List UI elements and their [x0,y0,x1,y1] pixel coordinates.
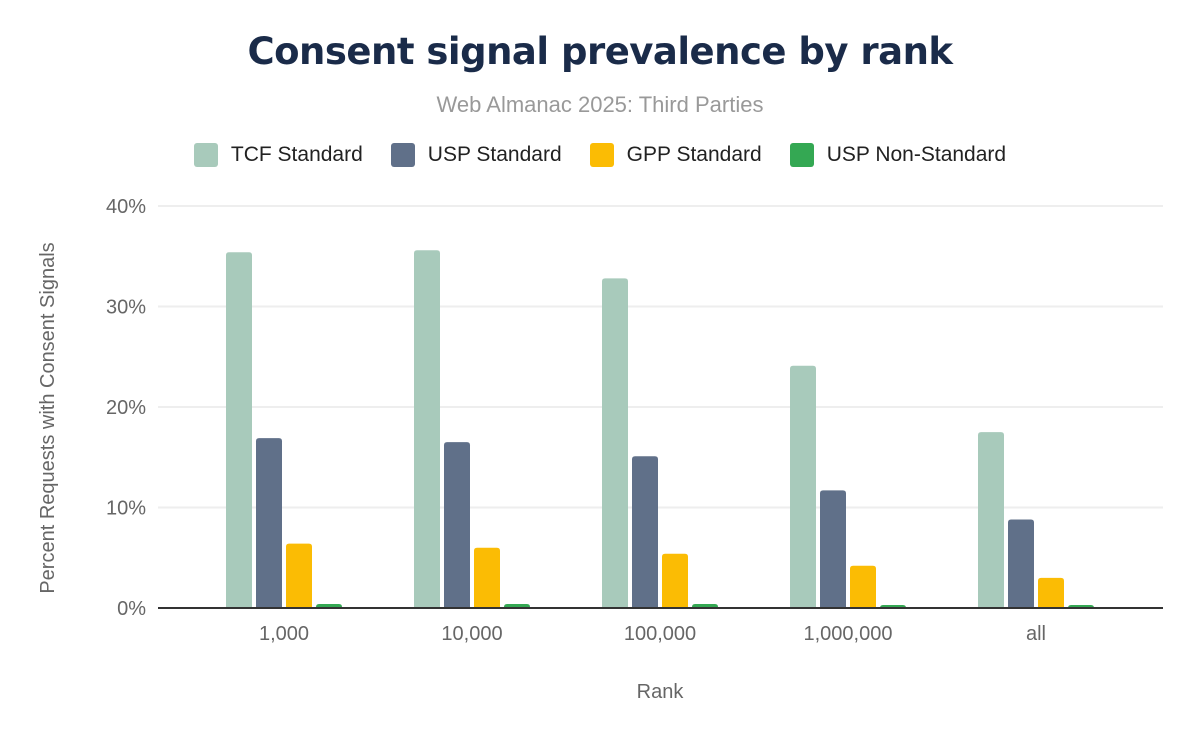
y-tick-label: 20% [106,397,146,419]
y-tick-label: 10% [106,498,146,520]
legend-item[interactable]: GPP Standard [589,143,762,167]
x-tick-label: 1,000,000 [804,623,893,645]
y-axis-label: Percent Requests with Consent Signals [37,242,59,593]
x-tick-label: all [1026,623,1046,645]
bar-gpp-standard-all[interactable] [1038,577,1064,608]
legend-item[interactable]: TCF Standard [193,143,363,167]
legend-item[interactable]: USP Standard [390,143,562,167]
bar-usp-non-standard-1000[interactable] [316,603,342,608]
bar-usp-standard-100000[interactable] [632,456,658,608]
legend-swatch [390,143,415,167]
bar-tcf-standard-100000[interactable] [602,278,628,608]
bar-usp-standard-10000[interactable] [444,442,470,608]
bar-usp-non-standard-10000[interactable] [504,603,530,608]
chart-title: Consent signal prevalence by rank [247,30,953,73]
y-tick-label: 30% [106,297,146,319]
bar-tcf-standard-1000000[interactable] [790,365,816,608]
legend-swatch [589,143,614,167]
x-tick-label: 10,000 [441,623,502,645]
bar-tcf-standard-10000[interactable] [414,250,440,608]
bar-usp-non-standard-100000[interactable] [692,603,718,608]
bar-usp-standard-1000[interactable] [256,438,282,608]
bar-usp-standard-1000000[interactable] [820,490,846,608]
chart-subtitle: Web Almanac 2025: Third Parties [436,92,764,117]
legend: TCF Standard USP Standard GPP Standard USP … [0,143,1200,167]
legend-swatch [789,143,814,167]
bar-usp-standard-all[interactable] [1008,519,1034,608]
legend-label: TCF Standard [230,143,363,166]
x-tick-label: 1,000 [259,623,309,645]
bar-tcf-standard-all[interactable] [978,432,1004,608]
x-tick-label: 100,000 [624,623,696,645]
bar-gpp-standard-100000[interactable] [662,553,688,608]
legend-label: GPP Standard [626,143,762,166]
y-tick-label: 40% [106,196,146,218]
bar-tcf-standard-1000[interactable] [226,252,252,609]
y-tick-label: 0% [117,598,146,620]
legend-label: USP Standard [427,143,562,166]
bar-gpp-standard-1000[interactable] [286,543,312,608]
legend-item[interactable]: USP Non-Standard [789,143,1007,167]
x-axis-label: Rank [637,681,685,703]
bar-gpp-standard-1000000[interactable] [850,565,876,608]
bar-gpp-standard-10000[interactable] [474,547,500,608]
legend-swatch [193,143,218,167]
legend-label: USP Non-Standard [826,143,1007,166]
